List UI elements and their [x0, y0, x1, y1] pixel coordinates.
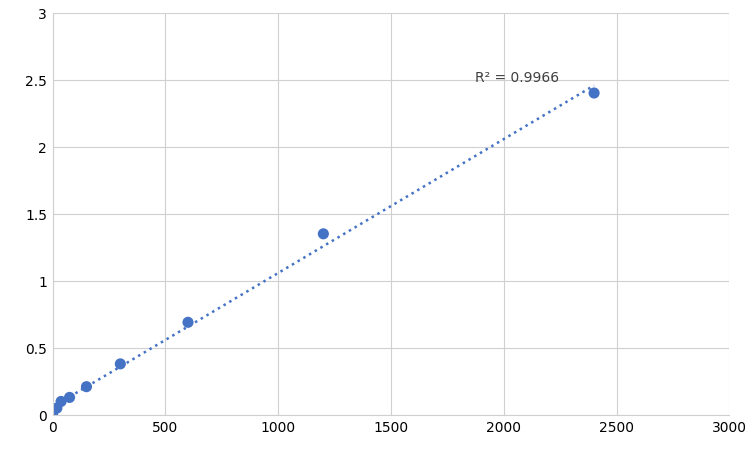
Point	[80, 383, 92, 391]
Point	[55, 398, 67, 405]
Point	[182, 319, 194, 326]
Point	[588, 90, 600, 97]
Point	[114, 360, 126, 368]
Text: R² = 0.9966: R² = 0.9966	[475, 71, 559, 85]
Point	[317, 231, 329, 238]
Point	[47, 411, 59, 419]
Point	[51, 405, 63, 412]
Point	[63, 394, 75, 401]
